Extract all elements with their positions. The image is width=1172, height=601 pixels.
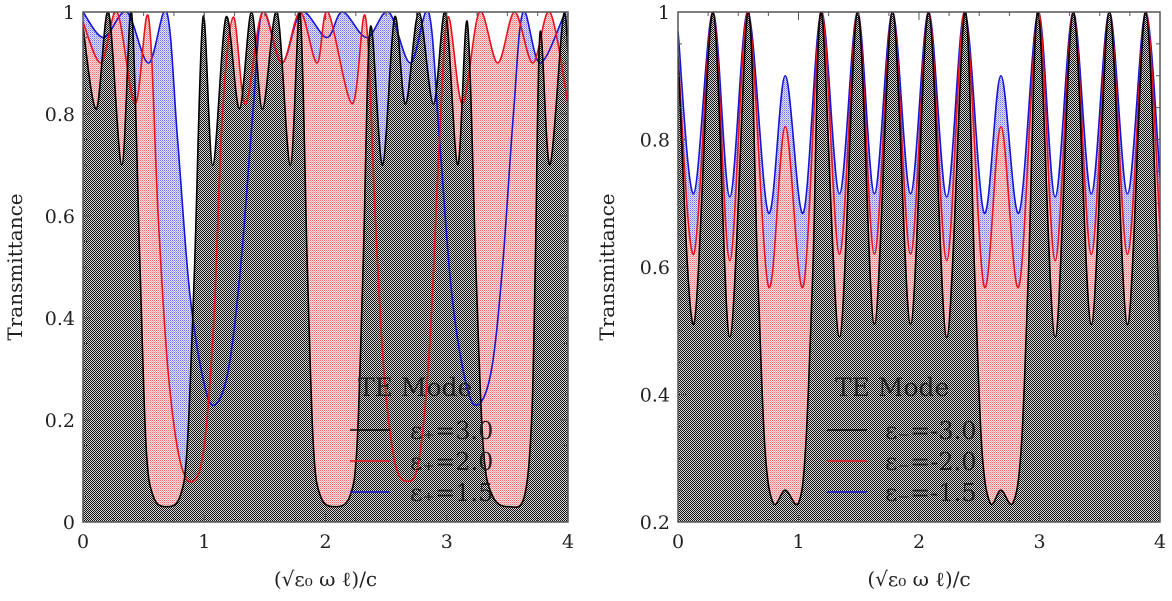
legend: TE Mode ε₊=3.0 ε₊=2.0 ε₊=1.5 bbox=[350, 373, 493, 507]
series-line-2 bbox=[678, 12, 1160, 214]
y-tick-label: 0.6 bbox=[640, 257, 670, 279]
series-line-1 bbox=[83, 12, 568, 483]
x-tick-label: 1 bbox=[198, 531, 210, 553]
y-tick-label: 0.2 bbox=[640, 512, 670, 534]
left-panel: 0 1 2 3 4 0 0.2 0.4 0.6 0.8 1 (√ε₀ ω ℓ)/c Transmitta… bbox=[3, 2, 574, 591]
plot-area bbox=[678, 12, 1160, 522]
x-tick-label: 4 bbox=[562, 531, 574, 553]
y-tick-label: 0.4 bbox=[640, 385, 670, 407]
legend-title: TE Mode bbox=[358, 373, 472, 402]
legend-label: ε₋=-3.0 bbox=[885, 417, 977, 445]
x-tick-label: 3 bbox=[1033, 531, 1045, 553]
x-axis-label: (√ε₀ ω ℓ)/c bbox=[274, 567, 377, 591]
x-tick-label: 2 bbox=[913, 531, 925, 553]
y-axis-label: Transmittance bbox=[595, 193, 619, 340]
series-line-2 bbox=[83, 12, 568, 407]
legend-label: ε₋=-2.0 bbox=[885, 448, 977, 476]
x-tick-label: 0 bbox=[672, 531, 684, 553]
y-tick-label: 0.8 bbox=[640, 130, 670, 152]
series-line-1 bbox=[678, 12, 1160, 289]
y-tick-label: 1 bbox=[658, 2, 670, 24]
x-axis-label: (√ε₀ ω ℓ)/c bbox=[867, 567, 970, 591]
legend-label: ε₊=3.0 bbox=[410, 417, 493, 445]
x-tick-label: 3 bbox=[441, 531, 453, 553]
y-tick-label: 0.8 bbox=[45, 104, 75, 126]
series-line-0 bbox=[678, 12, 1160, 506]
y-tick-label: 0 bbox=[63, 512, 75, 534]
series-fill-0 bbox=[83, 12, 568, 522]
legend-label: ε₋=-1.5 bbox=[885, 479, 977, 507]
series-fill-0 bbox=[678, 12, 1160, 522]
x-tick-label: 2 bbox=[319, 531, 331, 553]
y-axis-label: Transmittance bbox=[3, 193, 27, 340]
x-tick-label: 1 bbox=[792, 531, 804, 553]
legend-label: ε₊=1.5 bbox=[410, 479, 493, 507]
y-tick-label: 1 bbox=[63, 2, 75, 24]
y-tick-label: 0.6 bbox=[45, 206, 75, 228]
y-tick-label: 0.2 bbox=[45, 410, 75, 432]
plot-area bbox=[83, 12, 568, 522]
legend-label: ε₊=2.0 bbox=[410, 448, 493, 476]
right-panel: 0 1 2 3 4 0.2 0.4 0.6 0.8 1 (√ε₀ ω ℓ)/c Transmittan… bbox=[595, 2, 1166, 591]
x-tick-label: 0 bbox=[77, 531, 89, 553]
y-tick-label: 0.4 bbox=[45, 308, 75, 330]
legend: TE Mode ε₋=-3.0 ε₋=-2.0 ε₋=-1.5 bbox=[827, 373, 977, 507]
series-line-0 bbox=[83, 12, 568, 509]
x-tick-label: 4 bbox=[1154, 531, 1166, 553]
legend-title: TE Mode bbox=[835, 373, 949, 402]
